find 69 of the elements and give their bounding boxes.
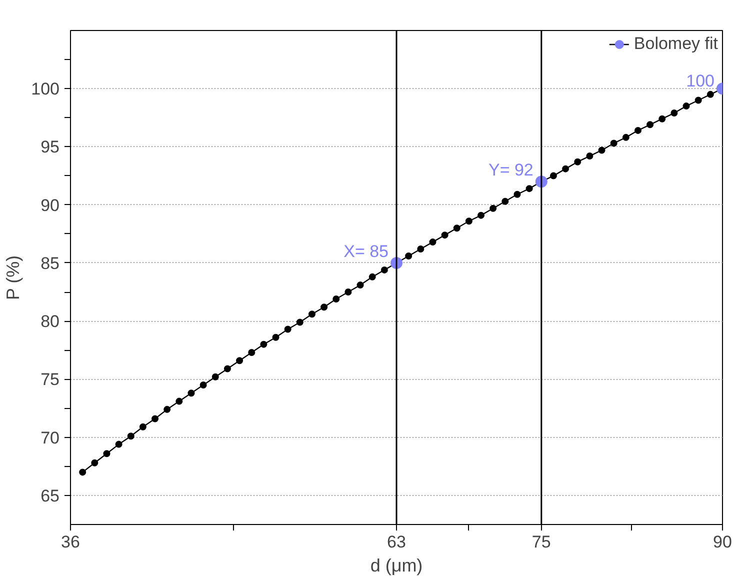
point [212,373,219,380]
annotation: 100 [686,72,715,91]
y-tick-label: 90 [40,196,60,215]
point [502,198,509,205]
point [236,357,244,364]
point [103,450,110,458]
point [176,398,183,405]
x-axis-title: d (μm) [370,556,423,576]
y-tick-label: 80 [40,312,60,332]
point [164,406,171,413]
point [405,252,412,260]
point [248,348,256,356]
y-tick-label: 65 [40,486,60,506]
point [344,288,352,296]
point [272,334,280,341]
point [586,152,594,160]
point [332,296,340,302]
point [380,266,388,274]
y-tick-label: 70 [40,428,60,448]
point [646,121,654,128]
point [694,96,702,104]
point [706,90,714,98]
y-tick-label: 75 [40,370,60,390]
annotation: X= 85 [344,242,389,261]
point [610,140,618,147]
x-tick-label: 75 [532,532,551,552]
point [453,224,460,232]
point [514,190,521,198]
point [115,440,122,448]
point [139,423,146,430]
point [598,146,606,154]
point [356,282,364,289]
y-axis-title: P (%) [3,255,24,300]
point [127,432,134,440]
point [417,246,424,253]
point [308,310,316,318]
point [200,382,207,389]
point [478,212,485,219]
point [465,218,472,225]
point [682,102,690,110]
point [188,390,195,397]
point [550,172,557,180]
point [320,304,328,311]
point [658,115,666,122]
point [260,340,268,348]
point [490,204,497,212]
point [368,273,376,280]
point [91,459,98,466]
point [79,468,86,476]
point [284,326,292,333]
x-tick-label: 36 [61,532,80,552]
point [670,110,678,117]
y-tick-label: 95 [40,138,60,157]
point [634,126,642,134]
x-tick-label: 63 [387,532,406,552]
y-tick-label: 100 [31,80,60,99]
annotation: Y= 92 [488,160,534,180]
point [429,238,436,246]
point [574,158,582,166]
legend-label: Bolomey fit [634,34,718,54]
point [152,415,159,422]
point [562,165,570,172]
point [296,318,304,326]
point [441,232,448,239]
point [526,185,533,192]
point [622,134,630,141]
point [224,365,231,372]
x-tick-label: 90 [713,532,732,552]
y-tick-label: 85 [40,254,60,273]
